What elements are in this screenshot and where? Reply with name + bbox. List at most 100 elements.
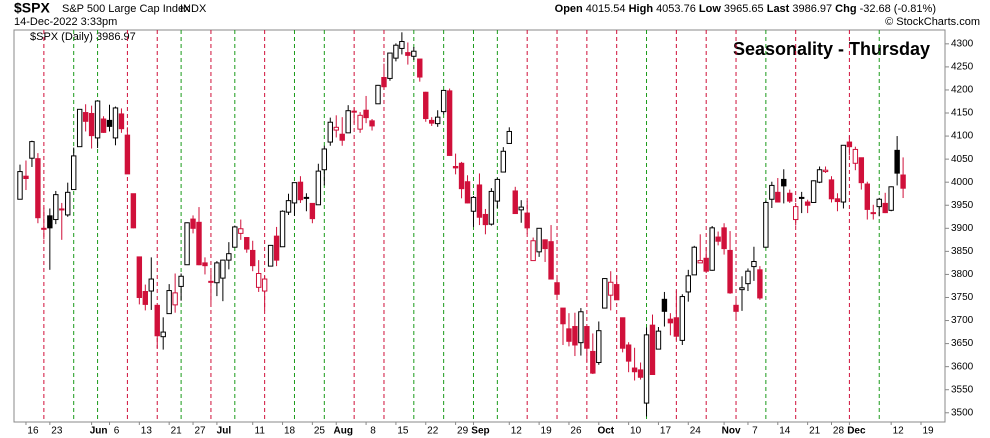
- x-tick-label: 26: [570, 426, 582, 437]
- candle-body: [757, 269, 763, 299]
- candle-body: [118, 113, 125, 130]
- candle-body: [602, 278, 608, 309]
- candle-body: [518, 206, 524, 211]
- x-tick-label: Dec: [847, 426, 866, 437]
- candle-body: [202, 262, 208, 267]
- candle-body: [130, 193, 137, 229]
- candle-body: [578, 311, 584, 344]
- candle-body: [733, 304, 739, 312]
- candle-body: [667, 318, 674, 324]
- candle-body: [816, 169, 823, 183]
- candle-body: [745, 270, 751, 285]
- candle-body: [142, 290, 149, 305]
- y-tick-label: 3850: [951, 246, 974, 257]
- candle-body: [679, 296, 686, 341]
- candle-body: [76, 108, 83, 148]
- candle-body: [273, 235, 280, 261]
- candle-body: [685, 275, 691, 293]
- x-tick-label: 11: [255, 426, 266, 437]
- candle-body: [900, 174, 906, 189]
- x-tick-label: 25: [314, 426, 326, 437]
- x-tick-label: Jul: [217, 426, 232, 437]
- candle-body: [136, 256, 143, 298]
- copyright: © StockCharts.com: [885, 16, 980, 28]
- candle-body: [255, 273, 262, 288]
- x-tick-label: 21: [171, 426, 183, 437]
- y-tick-label: 3800: [951, 269, 974, 280]
- candle-body: [405, 52, 411, 56]
- y-tick-label: 3700: [951, 315, 974, 326]
- candle-body: [429, 119, 435, 124]
- quote-key: Chg: [835, 3, 856, 15]
- candle-body: [297, 181, 304, 201]
- legend: $SPX (Daily) 3986.97: [30, 31, 136, 43]
- exchange: INDX: [180, 3, 207, 15]
- candle-body: [769, 184, 775, 200]
- candle-body: [196, 221, 202, 266]
- quote-key: Low: [699, 3, 721, 15]
- candle-body: [106, 119, 113, 127]
- candle-body: [560, 307, 566, 325]
- y-tick-label: 4300: [951, 38, 974, 49]
- quote-key: High: [629, 3, 654, 15]
- candle-body: [88, 112, 95, 137]
- y-tick-label: 4150: [951, 108, 974, 119]
- quote-key: Open: [555, 3, 583, 15]
- x-tick-label: 14: [779, 426, 791, 437]
- candle-body: [178, 275, 184, 287]
- x-tick-label: 7: [752, 426, 758, 437]
- candle-body: [572, 326, 578, 346]
- candle-body: [584, 326, 590, 349]
- candle-body: [512, 190, 518, 215]
- candle-body: [35, 158, 41, 219]
- candle-body: [17, 171, 23, 200]
- candle-body: [238, 228, 244, 234]
- candle-body: [548, 241, 554, 280]
- x-tick-label: 23: [51, 426, 63, 437]
- x-tick-label: 15: [397, 426, 409, 437]
- candle-body: [715, 236, 721, 242]
- x-tick-label: Sep: [471, 426, 489, 437]
- candle-body: [834, 198, 841, 203]
- candle-body: [697, 260, 703, 264]
- candle-body: [285, 200, 292, 213]
- candle-body: [250, 249, 256, 267]
- candle-body: [94, 100, 101, 139]
- candle-body: [524, 212, 530, 229]
- candle-body: [345, 110, 351, 134]
- x-tick-label: 19: [541, 426, 553, 437]
- candle-body: [417, 58, 423, 78]
- candle-body: [637, 369, 644, 378]
- candle-body: [494, 178, 501, 202]
- x-tick-label: 6: [114, 426, 120, 437]
- candle-body: [619, 317, 626, 349]
- candle-body: [709, 227, 715, 271]
- candle-body: [369, 120, 375, 127]
- candle-body: [649, 324, 656, 375]
- candle-body: [411, 50, 417, 57]
- x-tick-label: 27: [194, 426, 206, 437]
- candle-body: [846, 141, 853, 148]
- candle-body: [673, 317, 680, 337]
- candle-body: [500, 150, 507, 173]
- candle-body: [608, 281, 614, 296]
- x-tick-label: Oct: [597, 426, 614, 437]
- candle-body: [53, 194, 59, 221]
- candle-body: [822, 169, 829, 173]
- security-name: S&P 500 Large Cap Index: [62, 3, 190, 15]
- candle-body: [393, 44, 399, 59]
- candle-body: [792, 206, 799, 221]
- candle-body: [261, 278, 268, 292]
- candle-body: [375, 84, 381, 105]
- candle-body: [357, 114, 363, 130]
- candle-body: [315, 170, 322, 206]
- quote: Open 4015.54 High 4053.76 Low 3965.65 Last 3…: [555, 3, 936, 15]
- candle-body: [267, 244, 274, 267]
- y-tick-label: 4000: [951, 177, 974, 188]
- candle-body: [476, 184, 483, 218]
- quote-value: 3986.97: [792, 3, 832, 15]
- candle-body: [363, 109, 369, 119]
- candle-body: [596, 330, 602, 364]
- candle-body: [309, 202, 316, 220]
- candle-body: [613, 284, 620, 301]
